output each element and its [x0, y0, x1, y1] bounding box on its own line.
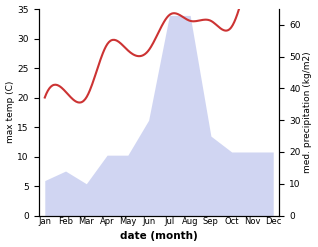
Y-axis label: max temp (C): max temp (C)	[5, 81, 15, 144]
Y-axis label: med. precipitation (kg/m2): med. precipitation (kg/m2)	[303, 51, 313, 173]
X-axis label: date (month): date (month)	[120, 231, 198, 242]
